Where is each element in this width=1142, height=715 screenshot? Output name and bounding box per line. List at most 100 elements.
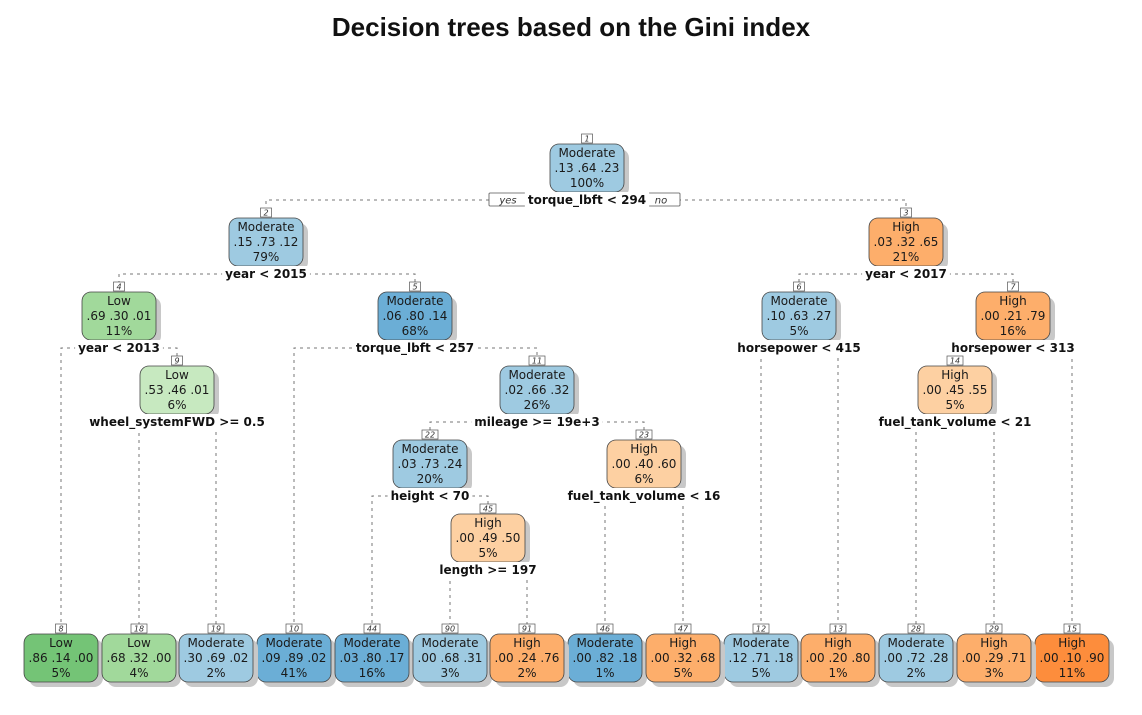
node-probs: .86 .14 .00 — [29, 651, 94, 665]
node-percent: 79% — [253, 250, 280, 264]
node-number: 9 — [174, 357, 179, 366]
node-box — [178, 633, 254, 683]
node-probs: .69 .30 .01 — [87, 309, 152, 323]
node-probs: .00 .29 .71 — [962, 651, 1027, 665]
edge-1-2 — [265, 199, 587, 208]
node-probs: .30 .69 .02 — [184, 651, 249, 665]
edge-22-45 — [430, 495, 489, 504]
chart-title: Decision trees based on the Gini index — [331, 12, 811, 42]
node-number: 5 — [412, 283, 417, 292]
node-number: 12 — [756, 625, 766, 634]
tree-node-46: 46 Moderate.00 .82 .181% — [567, 623, 647, 687]
node-number: 22 — [425, 431, 435, 440]
node-class: High — [630, 442, 658, 456]
node-percent: 100% — [570, 176, 604, 190]
branch-label-yes: yes — [488, 192, 528, 207]
edge-1-3 — [587, 199, 907, 208]
node-number: 8 — [58, 625, 63, 634]
node-class: Moderate — [508, 368, 565, 382]
node-percent: 6% — [167, 398, 186, 412]
node-percent: 41% — [281, 666, 308, 680]
node-class: Moderate — [558, 146, 615, 160]
node-class: Low — [49, 636, 73, 650]
split-rule: fuel_tank_volume < 21 — [879, 415, 1032, 430]
node-percent: 5% — [478, 546, 497, 560]
edge-9-19 — [177, 421, 217, 624]
node-class: Moderate — [187, 636, 244, 650]
node-percent: 5% — [751, 666, 770, 680]
tree-node-47: 47 High.00 .32 .685% — [645, 623, 725, 687]
edge-6-12 — [760, 347, 799, 624]
node-probs: .06 .80 .14 — [383, 309, 448, 323]
node-number: 4 — [116, 283, 121, 292]
edge-2-5 — [266, 273, 416, 282]
node-number: 10 — [289, 625, 299, 634]
node-percent: 5% — [945, 398, 964, 412]
edge-4-9 — [119, 347, 178, 356]
split-rule: year < 2017 — [865, 267, 947, 281]
node-probs: .03 .73 .24 — [398, 457, 463, 471]
node-percent: 2% — [206, 666, 225, 680]
node-number: 7 — [1010, 283, 1016, 292]
node-probs: .00 .72 .28 — [884, 651, 949, 665]
split-rule: mileage >= 19e+3 — [474, 415, 599, 429]
node-number: 90 — [445, 625, 455, 634]
node-class: Moderate — [421, 636, 478, 650]
node-box — [645, 633, 721, 683]
node-number: 6 — [796, 283, 801, 292]
node-number: 29 — [989, 625, 999, 634]
node-probs: .12 .71 .18 — [729, 651, 794, 665]
node-percent: 1% — [828, 666, 847, 680]
node-percent: 20% — [417, 472, 444, 486]
edge-14-29 — [955, 421, 995, 624]
node-class: Moderate — [265, 636, 322, 650]
node-probs: .68 .32 .00 — [107, 651, 172, 665]
split-rule: height < 70 — [391, 489, 470, 503]
node-probs: .15 .73 .12 — [234, 235, 299, 249]
edge-2-4 — [118, 273, 266, 282]
svg-text:no: no — [655, 196, 667, 207]
node-percent: 11% — [1059, 666, 1086, 680]
node-box — [23, 633, 99, 683]
split-rule: torque_lbft < 257 — [356, 341, 474, 356]
node-probs: .03 .32 .65 — [874, 235, 939, 249]
split-rule: length >= 197 — [439, 563, 536, 577]
node-probs: .10 .63 .27 — [767, 309, 832, 323]
node-class: Moderate — [887, 636, 944, 650]
split-rule: fuel_tank_volume < 16 — [568, 489, 721, 504]
node-percent: 3% — [984, 666, 1003, 680]
tree-node-9: 9 Low.53 .46 .016% wheel_systemFWD >= 0.5 — [86, 355, 268, 431]
node-class: High — [941, 368, 969, 382]
node-probs: .00 .45 .55 — [923, 383, 988, 397]
node-class: High — [999, 294, 1027, 308]
node-number: 91 — [522, 625, 532, 634]
node-class: Moderate — [386, 294, 443, 308]
node-percent: 5% — [51, 666, 70, 680]
node-class: Moderate — [576, 636, 633, 650]
node-number: 1 — [584, 135, 589, 144]
edge-23-46 — [604, 495, 644, 624]
tree-node-6: 6 Moderate.10 .63 .275% horsepower < 415 — [734, 281, 864, 356]
edge-9-18 — [138, 421, 177, 624]
node-probs: .00 .82 .18 — [573, 651, 638, 665]
node-number: 2 — [263, 209, 268, 218]
node-number: 18 — [134, 625, 144, 634]
node-class: High — [474, 516, 502, 530]
split-rule: torque_lbft < 294 — [528, 193, 646, 208]
node-class: Moderate — [237, 220, 294, 234]
node-probs: .00 .10 .90 — [1040, 651, 1105, 665]
node-number: 11 — [532, 357, 542, 366]
node-box — [878, 633, 954, 683]
node-class: High — [513, 636, 541, 650]
split-rule: year < 2015 — [225, 267, 307, 281]
